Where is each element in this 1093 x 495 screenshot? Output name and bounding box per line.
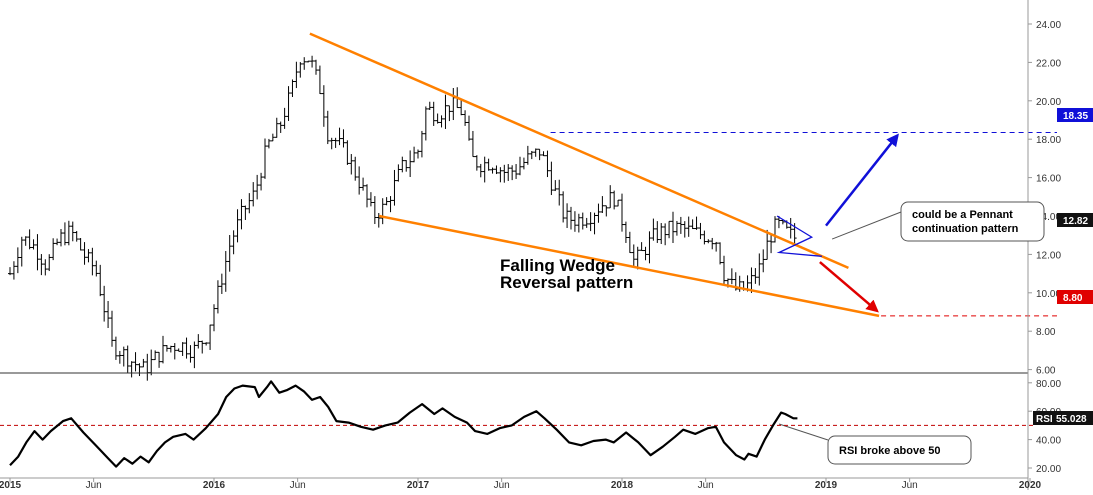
rsi-line xyxy=(9,380,798,468)
pennant-callout-line1: could be a Pennant xyxy=(912,209,1013,221)
wedge-upper-trendline xyxy=(309,32,849,269)
axes-layer: 24.00 22.00 20.00 18.00 16.00 14.00 12.00 10.00… xyxy=(0,0,1061,491)
price-tick-label: 20.00 xyxy=(1036,97,1061,108)
rsi-tick-label: 40.00 xyxy=(1036,436,1061,447)
time-tick-label: Jun xyxy=(902,480,918,491)
rsi-callout-box xyxy=(827,435,972,465)
time-tick-label: 2020 xyxy=(1019,480,1042,491)
rsi-tick-label: 80.00 xyxy=(1036,379,1061,390)
time-tick-label: 2016 xyxy=(203,480,226,491)
price-tick-label: 8.00 xyxy=(1036,327,1056,338)
time-tick-label: 2019 xyxy=(815,480,838,491)
price-tick-label: 14.00 xyxy=(1036,212,1061,223)
rsi-panel xyxy=(0,380,1033,468)
price-tick-label: 6.00 xyxy=(1036,366,1056,377)
rsi-callout-text: RSI broke above 50 xyxy=(839,445,941,457)
price-tick-label: 12.00 xyxy=(1036,250,1061,261)
price-tick-label: 24.00 xyxy=(1036,20,1061,31)
target-high-badge xyxy=(1057,108,1093,122)
upside-target-arrow xyxy=(825,133,899,227)
last-price-badge xyxy=(1057,213,1093,227)
time-tick-label: Jun xyxy=(494,480,510,491)
pennant-callout-box xyxy=(900,201,1045,242)
wedge-lower-trendline xyxy=(378,214,880,318)
time-tick-label: Jun xyxy=(290,480,306,491)
rsi-value-badge xyxy=(1033,411,1093,425)
wedge-label-line1: Falling Wedge xyxy=(500,256,615,275)
target-low-badge-text: 8.80 xyxy=(1063,293,1083,304)
target-low-badge xyxy=(1057,290,1093,304)
rsi-badge-value: 55.028 xyxy=(1056,414,1087,425)
price-tick-label: 10.00 xyxy=(1036,289,1061,300)
price-bars xyxy=(8,55,797,381)
rsi-badge-name: RSI xyxy=(1036,414,1053,425)
time-tick-label: 2015 xyxy=(0,480,22,491)
downside-target-arrow xyxy=(819,261,879,313)
time-tick-label: Jun xyxy=(86,480,102,491)
time-tick-label: Jun xyxy=(698,480,714,491)
pennant-callout-pointer xyxy=(831,211,902,240)
last-price-badge-text: 12.82 xyxy=(1063,216,1088,227)
time-tick-label: 2017 xyxy=(407,480,430,491)
price-tick-label: 16.00 xyxy=(1036,174,1061,185)
pennant-callout-line2: continuation pattern xyxy=(912,223,1019,235)
time-tick-label: 2018 xyxy=(611,480,634,491)
rsi-callout-pointer xyxy=(778,423,829,441)
wedge-label-line2: Reversal pattern xyxy=(500,273,633,292)
price-tick-label: 22.00 xyxy=(1036,58,1061,69)
rsi-tick-label: 20.00 xyxy=(1036,464,1061,475)
price-tick-label: 18.00 xyxy=(1036,135,1061,146)
pennant-outline xyxy=(776,215,822,257)
target-high-badge-text: 18.35 xyxy=(1063,111,1088,122)
